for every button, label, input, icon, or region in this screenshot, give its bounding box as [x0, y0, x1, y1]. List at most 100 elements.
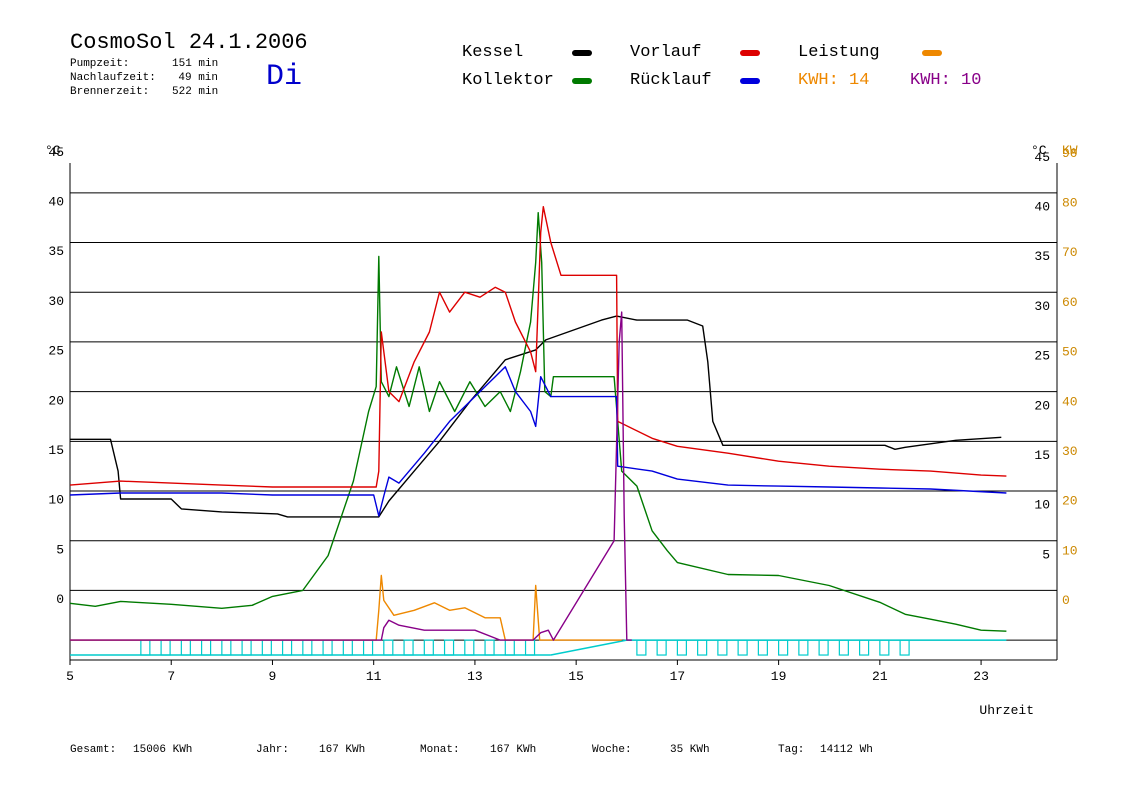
- y2-axis-label: KW: [1062, 143, 1078, 158]
- y-tick-right-15: 15: [1034, 448, 1050, 463]
- y-tick-left-35: 35: [48, 244, 64, 259]
- series-line-kessel: [70, 315, 1002, 518]
- y2-tick-50: 50: [1062, 345, 1078, 360]
- pump-pulse-32: [879, 639, 890, 656]
- pump-pulse-12: [383, 639, 394, 656]
- legend-kwh-purple: KWH: 10: [910, 71, 982, 90]
- footer-jahr-value: 167 KWh: [319, 744, 366, 756]
- footer-tag-label: Tag:: [778, 744, 805, 756]
- stat-nachlaufzeit-value: 49 min: [178, 72, 218, 84]
- pump-pulse-23: [697, 639, 708, 656]
- footer-woche-value: 35 KWh: [670, 744, 710, 756]
- x-tick-15: 15: [568, 669, 584, 684]
- pump-pulse-29: [818, 639, 829, 656]
- x-tick-11: 11: [366, 669, 382, 684]
- x-tick-13: 13: [467, 669, 483, 684]
- pump-pulse-17: [484, 639, 495, 656]
- stat-pumpzeit-label: Pumpzeit:: [70, 58, 130, 70]
- y-tick-left-10: 10: [48, 493, 64, 508]
- pump-pulse-27: [778, 639, 789, 656]
- series-line-leistung: [70, 574, 622, 641]
- x-tick-7: 7: [167, 669, 175, 684]
- legend-vorlauf-swatch: [740, 50, 760, 56]
- series-line-vorlauf: [69, 206, 1007, 488]
- y2-tick-20: 20: [1062, 494, 1078, 509]
- series-line-kollektor: [69, 212, 1007, 632]
- pump-pulse-4: [221, 639, 232, 656]
- y2-tick-80: 80: [1062, 196, 1078, 211]
- footer-woche-label: Woche:: [592, 744, 632, 756]
- legend-vorlauf-label: Vorlauf: [630, 43, 702, 62]
- x-tick-5: 5: [66, 669, 74, 684]
- y-tick-left-20: 20: [48, 393, 64, 408]
- pump-pulse-26: [757, 639, 768, 656]
- y-tick-right-45: 45: [1034, 150, 1050, 165]
- legend-leistung-label: Leistung: [798, 43, 880, 62]
- pump-pulse-14: [423, 639, 434, 656]
- pump-pulse-28: [798, 639, 809, 656]
- legend-leistung-swatch: [922, 50, 942, 56]
- y-tick-right-5: 5: [1042, 547, 1050, 562]
- stat-brennerzeit-label: Brennerzeit:: [70, 86, 150, 98]
- pump-pulse-1: [160, 639, 171, 656]
- x-tick-17: 17: [670, 669, 686, 684]
- y2-tick-60: 60: [1062, 295, 1078, 310]
- pump-pulse-6: [261, 639, 272, 656]
- pump-pulse-8: [302, 639, 313, 656]
- footer-tag-value: 14112 Wh: [820, 744, 873, 756]
- y2-tick-40: 40: [1062, 394, 1078, 409]
- y2-tick-30: 30: [1062, 444, 1078, 459]
- pump-pulse-30: [838, 639, 849, 656]
- pump-pulse-10: [342, 639, 353, 656]
- x-tick-19: 19: [771, 669, 787, 684]
- y-axis-label-right: °C: [1031, 143, 1047, 158]
- y-tick-left-30: 30: [48, 294, 64, 309]
- y-tick-right-30: 30: [1034, 299, 1050, 314]
- pump-pulse-15: [443, 639, 455, 656]
- footer-gesamt-label: Gesamt:: [70, 744, 117, 756]
- y-tick-right-20: 20: [1034, 398, 1050, 413]
- pump-pulse-3: [201, 639, 212, 656]
- footer-gesamt-value: 15006 KWh: [133, 744, 193, 756]
- pump-pulse-25: [737, 639, 748, 656]
- legend-ruecklauf-label: Rücklauf: [630, 71, 712, 90]
- y-tick-left-0: 0: [56, 592, 64, 607]
- pump-pulse-21: [656, 639, 667, 656]
- footer-monat-value: 167 KWh: [490, 744, 537, 756]
- pump-pulse-22: [676, 639, 687, 656]
- y2-tick-90: 90: [1062, 146, 1078, 161]
- y-tick-left-25: 25: [48, 344, 64, 359]
- legend-kessel-label: Kessel: [462, 43, 524, 62]
- x-tick-23: 23: [973, 669, 989, 684]
- y-tick-right-35: 35: [1034, 249, 1050, 264]
- footer-monat-label: Monat:: [420, 744, 460, 756]
- series-line-rcklauf: [69, 366, 1007, 517]
- y-tick-right-25: 25: [1034, 349, 1050, 364]
- stat-pumpzeit-value: 151 min: [172, 58, 219, 70]
- legend-kollektor-swatch: [572, 78, 592, 84]
- legend-kessel-swatch: [572, 50, 592, 56]
- legend-kollektor-label: Kollektor: [462, 71, 554, 90]
- x-tick-9: 9: [269, 669, 277, 684]
- pump-pulse-9: [322, 639, 333, 656]
- y-tick-left-15: 15: [48, 443, 64, 458]
- y-tick-left-5: 5: [56, 542, 64, 557]
- y2-tick-0: 0: [1062, 593, 1070, 608]
- pump-pulse-0: [140, 639, 151, 656]
- pump-pulse-24: [717, 639, 728, 656]
- y-tick-right-10: 10: [1034, 498, 1050, 513]
- pump-pulse-33: [899, 639, 910, 656]
- pump-status-ramp: [550, 639, 627, 656]
- pump-pulse-31: [858, 639, 870, 656]
- legend-kwh-orange: KWH: 14: [798, 71, 870, 90]
- y2-tick-10: 10: [1062, 543, 1078, 558]
- x-axis-label: Uhrzeit: [979, 703, 1034, 718]
- y-tick-left-40: 40: [48, 195, 64, 210]
- stat-nachlaufzeit-label: Nachlaufzeit:: [70, 72, 156, 84]
- x-tick-21: 21: [872, 669, 888, 684]
- weekday-label: Di: [266, 60, 303, 94]
- stat-brennerzeit-value: 522 min: [172, 86, 219, 98]
- page-title: CosmoSol 24.1.2006: [70, 30, 308, 55]
- pump-pulse-2: [180, 639, 191, 656]
- series-line-purple: [70, 311, 632, 641]
